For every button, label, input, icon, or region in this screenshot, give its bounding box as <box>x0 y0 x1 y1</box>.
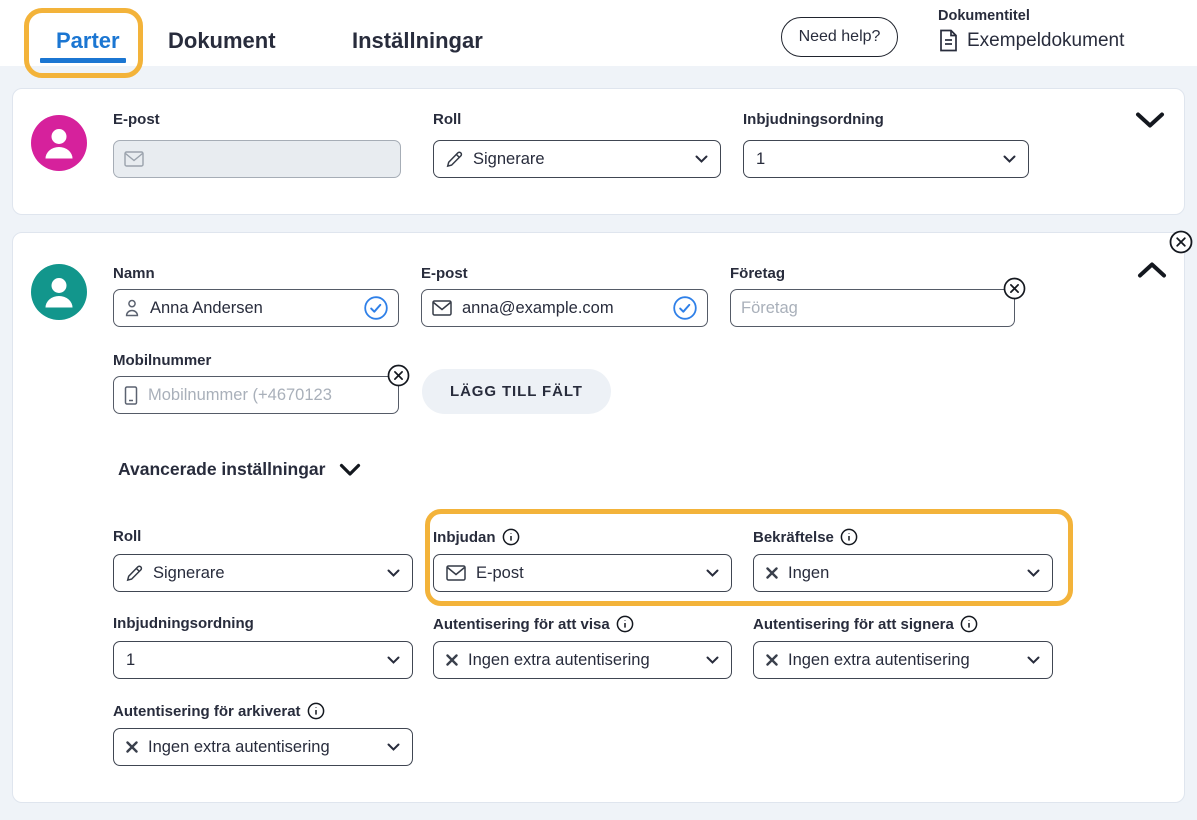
adv-role-label: Roll <box>113 528 142 545</box>
invitation-value: E-post <box>476 563 524 582</box>
adv-invite-order-label: Inbjudningsordning <box>113 615 254 632</box>
invitation-label-text: Inbjudan <box>433 528 496 546</box>
email-label: E-post <box>113 111 160 128</box>
chevron-down-icon <box>339 463 361 477</box>
name-value: Anna Andersen <box>150 298 263 317</box>
tab-dokument[interactable]: Dokument <box>168 28 276 53</box>
document-title: Exempeldokument <box>939 29 1124 52</box>
collapse-card-chevron-up[interactable] <box>1137 261 1167 279</box>
valid-check-icon <box>673 296 697 320</box>
chevron-down-icon <box>695 155 708 164</box>
auth-sign-value: Ingen extra autentisering <box>788 650 970 669</box>
adv-role-value: Signerare <box>153 563 225 582</box>
confirmation-label-text: Bekräftelse <box>753 528 834 546</box>
envelope-icon <box>432 300 452 316</box>
advanced-settings-toggle[interactable]: Avancerade inställningar <box>118 459 361 480</box>
invite-order-select[interactable]: 1 <box>743 140 1029 178</box>
info-icon[interactable] <box>502 528 520 546</box>
tab-parter[interactable]: Parter <box>56 28 120 53</box>
auth-sign-select[interactable]: Ingen extra autentisering <box>753 641 1053 679</box>
chevron-down-icon <box>1027 569 1040 578</box>
none-x-icon <box>126 741 138 753</box>
envelope-icon <box>124 151 144 167</box>
confirmation-select[interactable]: Ingen <box>753 554 1053 592</box>
confirmation-label: Bekräftelse <box>753 528 858 546</box>
pen-icon <box>126 565 143 582</box>
tab-installningar[interactable]: Inställningar <box>352 28 483 53</box>
document-title-text: Exempeldokument <box>967 29 1125 51</box>
email-input-disabled[interactable] <box>113 140 401 178</box>
chevron-down-icon <box>706 569 719 578</box>
pen-icon <box>446 151 463 168</box>
chevron-down-icon <box>387 656 400 665</box>
top-navigation: Parter Dokument Inställningar Need help?… <box>0 0 1197 78</box>
expand-card-chevron-down[interactable] <box>1135 111 1165 129</box>
active-tab-underline <box>40 58 126 63</box>
company-label: Företag <box>730 265 786 282</box>
none-x-icon <box>446 654 458 666</box>
none-x-icon <box>766 567 778 579</box>
email-label: E-post <box>421 265 468 282</box>
envelope-icon <box>446 565 466 581</box>
invite-order-label: Inbjudningsordning <box>743 111 884 128</box>
company-placeholder: Företag <box>741 298 798 317</box>
chevron-down-icon <box>387 743 400 752</box>
company-input[interactable]: Företag <box>730 289 1015 327</box>
email-input[interactable]: anna@example.com <box>421 289 708 327</box>
chevron-down-icon <box>706 656 719 665</box>
auth-archive-select[interactable]: Ingen extra autentisering <box>113 728 413 766</box>
email-value: anna@example.com <box>462 298 614 317</box>
chevron-down-icon <box>1003 155 1016 164</box>
role-label: Roll <box>433 111 462 128</box>
auth-archive-label-text: Autentisering för arkiverat <box>113 702 301 720</box>
invitation-select[interactable]: E-post <box>433 554 732 592</box>
auth-sign-label-text: Autentisering för att signera <box>753 615 954 633</box>
mobile-label: Mobilnummer <box>113 352 212 369</box>
info-icon[interactable] <box>960 615 978 633</box>
auth-view-label: Autentisering för att visa <box>433 615 634 633</box>
chevron-down-icon <box>387 569 400 578</box>
role-value: Signerare <box>473 149 545 168</box>
chevron-down-icon <box>1027 656 1040 665</box>
name-input[interactable]: Anna Andersen <box>113 289 399 327</box>
party-card-expanded: Namn Anna Andersen E-post an <box>12 230 1193 803</box>
info-icon[interactable] <box>616 615 634 633</box>
valid-check-icon <box>364 296 388 320</box>
invite-order-value: 1 <box>756 149 766 168</box>
document-title-label: Dokumentitel <box>938 8 1030 24</box>
advanced-settings-label: Avancerade inställningar <box>118 459 326 479</box>
mobile-input[interactable]: Mobilnummer (+4670123 <box>113 376 399 414</box>
name-label: Namn <box>113 265 155 282</box>
adv-invite-order-select[interactable]: 1 <box>113 641 413 679</box>
mobile-phone-icon <box>124 385 138 405</box>
document-icon <box>939 29 958 52</box>
auth-archive-value: Ingen extra autentisering <box>148 737 330 756</box>
info-icon[interactable] <box>840 528 858 546</box>
none-x-icon <box>766 654 778 666</box>
auth-archive-label: Autentisering för arkiverat <box>113 702 325 720</box>
party-avatar-teal <box>31 264 87 320</box>
adv-invite-order-value: 1 <box>126 650 136 669</box>
party-card-collapsed: E-post Roll Signerare Inbjud <box>12 88 1185 215</box>
person-icon <box>124 299 140 317</box>
party-avatar-pink <box>31 115 87 171</box>
auth-view-value: Ingen extra autentisering <box>468 650 650 669</box>
confirmation-value: Ingen <box>788 563 830 582</box>
invitation-label: Inbjudan <box>433 528 520 546</box>
remove-party-icon[interactable] <box>1169 230 1193 259</box>
remove-mobile-field-icon[interactable] <box>387 364 410 387</box>
role-select[interactable]: Signerare <box>433 140 721 178</box>
adv-role-select[interactable]: Signerare <box>113 554 413 592</box>
auth-view-select[interactable]: Ingen extra autentisering <box>433 641 732 679</box>
add-field-button[interactable]: LÄGG TILL FÄLT <box>422 369 611 414</box>
auth-sign-label: Autentisering för att signera <box>753 615 978 633</box>
remove-company-field-icon[interactable] <box>1003 277 1026 300</box>
auth-view-label-text: Autentisering för att visa <box>433 615 610 633</box>
mobile-placeholder: Mobilnummer (+4670123 <box>148 385 332 404</box>
info-icon[interactable] <box>307 702 325 720</box>
need-help-button[interactable]: Need help? <box>781 17 898 57</box>
